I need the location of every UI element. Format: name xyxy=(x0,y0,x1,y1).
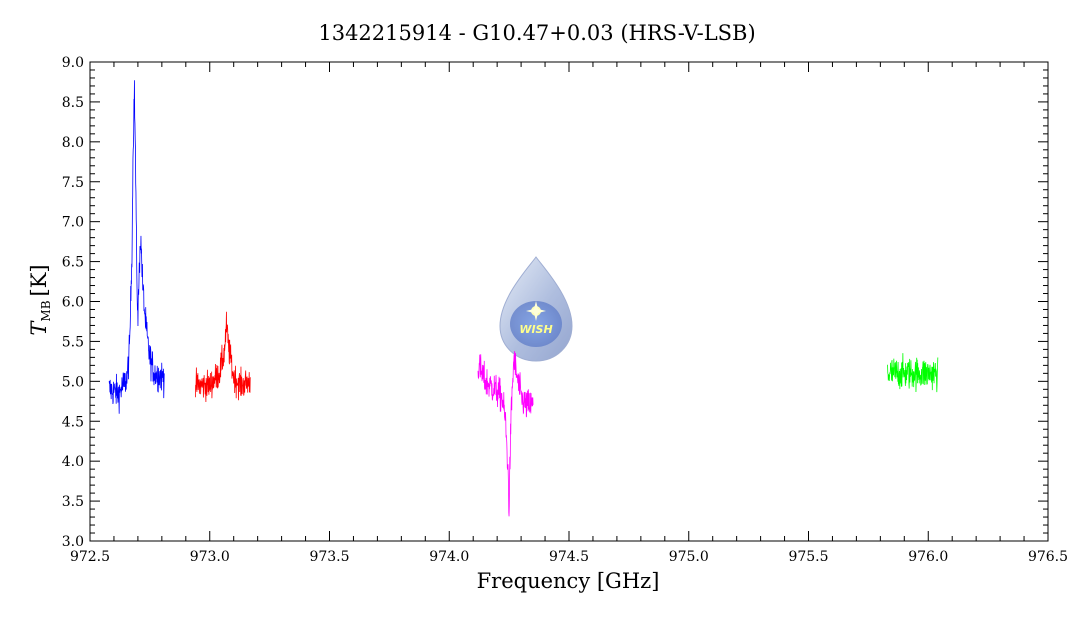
y-axis-label: TMB [K] xyxy=(27,264,53,335)
x-tick-labels: 972.5 973.0 973.5 974.0 974.5 975.0 975.5 976.0… xyxy=(70,549,1068,565)
y-tick-label: 5.0 xyxy=(62,374,84,390)
y-axis-label-unit: [K] xyxy=(27,264,51,296)
data-layer xyxy=(108,80,939,517)
y-tick-label: 3.5 xyxy=(62,494,84,510)
y-tick-label: 7.5 xyxy=(62,175,84,191)
x-tick-label: 975.5 xyxy=(788,549,828,565)
x-tick-label: 973.5 xyxy=(309,549,349,565)
y-tick-label: 8.0 xyxy=(62,135,84,151)
y-tick-label: 9.0 xyxy=(62,55,84,71)
logo-inner-globe xyxy=(510,301,562,347)
y-tick-label: 4.0 xyxy=(62,454,84,470)
wish-logo: WISH xyxy=(499,256,573,362)
y-tick-label: 7.0 xyxy=(62,215,84,231)
x-tick-label: 973.0 xyxy=(190,549,230,565)
y-tick-labels: 3.0 3.5 4.0 4.5 5.0 5.5 6.0 6.5 7.0 7.5 8.0 8.5 9.0 xyxy=(62,55,84,550)
spectrum-series-2 xyxy=(194,311,251,403)
y-tick-label: 4.5 xyxy=(62,414,84,430)
spectrum-series-3 xyxy=(477,351,534,517)
axis-ticks xyxy=(89,61,1049,542)
star-icon xyxy=(526,301,546,321)
y-tick-label: 6.5 xyxy=(62,255,84,271)
x-tick-label: 974.5 xyxy=(549,549,589,565)
y-tick-label: 5.5 xyxy=(62,334,84,350)
y-axis-label-main: T xyxy=(27,320,51,336)
x-tick-label: 976.0 xyxy=(908,549,948,565)
x-tick-label: 976.5 xyxy=(1028,549,1068,565)
spectrum-series-1 xyxy=(108,80,165,414)
y-tick-label: 8.5 xyxy=(62,95,84,111)
x-tick-label: 972.5 xyxy=(70,549,110,565)
y-tick-label: 3.0 xyxy=(62,534,84,550)
spectrum-series-4 xyxy=(887,353,939,393)
x-tick-label: 974.0 xyxy=(429,549,469,565)
x-axis-label: Frequency [GHz] xyxy=(477,569,660,593)
y-tick-label: 6.0 xyxy=(62,295,84,311)
plot-frame xyxy=(89,61,1049,542)
x-tick-label: 975.0 xyxy=(669,549,709,565)
chart-title: 1342215914 - G10.47+0.03 (HRS-V-LSB) xyxy=(318,21,755,45)
y-axis-label-sub: MB xyxy=(39,300,53,321)
logo-text: WISH xyxy=(519,323,552,336)
